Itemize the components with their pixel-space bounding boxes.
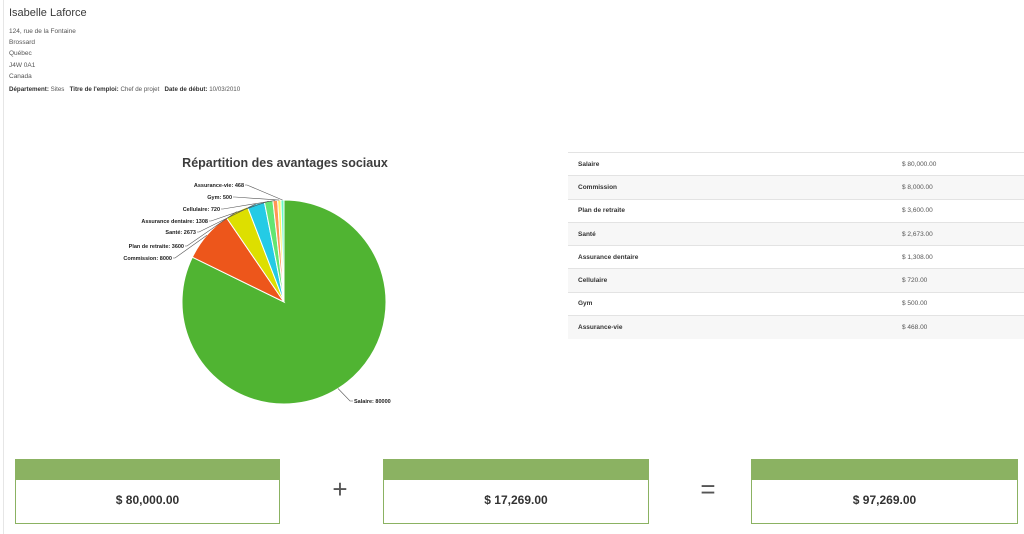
benefits-table: Salaire $ 80,000.00 Commission $ 8,000.00 … (568, 152, 1024, 339)
pie-label-cellulaire: Cellulaire: 720 (183, 207, 220, 213)
row-label: Santé (578, 230, 596, 238)
grand-total-amount: $ 97,269.00 (852, 493, 917, 507)
row-value: $ 500.00 (902, 300, 928, 308)
address-country: Canada (9, 72, 32, 80)
row-label: Assurance dentaire (578, 253, 639, 261)
start-date-value: 10/03/2010 (209, 86, 241, 93)
left-border (3, 0, 4, 534)
start-date-label: Date de début: (164, 86, 208, 93)
pie-connector-cellulaire (221, 200, 276, 210)
pie-connector-sante (197, 203, 256, 233)
grand-total-box-header (752, 460, 1017, 480)
table-row: Plan de retraite $ 3,600.00 (568, 199, 1024, 222)
row-value: $ 468.00 (902, 323, 928, 331)
job-title-label: Titre de l'emploi: (69, 86, 119, 93)
pie-connector-assurance-vie (245, 184, 283, 201)
table-row: Assurance dentaire $ 1,308.00 (568, 245, 1024, 269)
department-label: Département: (9, 86, 49, 93)
row-label: Commission (578, 183, 618, 191)
pie-label-sante: Santé: 2673 (165, 230, 196, 236)
row-label: Plan de retraite (578, 207, 625, 215)
benefits-box-header (384, 460, 648, 480)
pie-connector-salaire (337, 388, 353, 402)
table-row: Gym $ 500.00 (568, 292, 1024, 315)
address-street: 124, rue de la Fontaine (9, 28, 76, 35)
pie-label-plan-de-retraite: Plan de retraite: 3600 (129, 244, 184, 250)
salary-total-box: $ 80,000.00 (15, 459, 280, 524)
salary-box-header (16, 460, 279, 480)
job-title-value: Chef de projet (120, 86, 160, 93)
table-row: Salaire $ 80,000.00 (568, 152, 1024, 176)
pie-label-salaire: Salaire: 80000 (354, 399, 391, 405)
pie-connector-assurance-dentaire (209, 200, 269, 222)
pie-label-gym: Gym: 500 (207, 195, 232, 201)
benefits-total-box: $ 17,269.00 (383, 459, 649, 524)
benefits-amount: $ 17,269.00 (484, 493, 548, 507)
department-value: Sites (50, 86, 65, 93)
employee-name: Isabelle Laforce (9, 7, 87, 19)
address-city: Brossard (9, 39, 36, 47)
row-label: Salaire (578, 160, 600, 168)
row-label: Gym (578, 300, 593, 308)
row-value: $ 2,673.00 (902, 230, 933, 238)
row-label: Cellulaire (578, 277, 608, 285)
row-value: $ 720.00 (902, 277, 928, 285)
table-row: Assurance-vie $ 468.00 (568, 315, 1024, 339)
equals-sign: = (700, 474, 716, 504)
employee-meta: Département: Sites Titre de l'emploi: Ch… (9, 86, 240, 93)
pie-chart: Salaire: 80000 Commission: 8000 Plan de re… (123, 183, 391, 405)
table-row: Santé $ 2,673.00 (568, 222, 1024, 246)
pie-label-assurance-dentaire: Assurance dentaire: 1308 (141, 219, 208, 225)
table-row: Commission $ 8,000.00 (568, 175, 1024, 200)
employee-address: 124, rue de la Fontaine Brossard Québec … (9, 26, 76, 82)
address-postal-code: J4W 0A1 (9, 61, 36, 69)
pie-connector-gym (233, 196, 280, 201)
row-value: $ 3,600.00 (902, 207, 933, 215)
pie-label-commission: Commission: 8000 (123, 256, 172, 262)
pie-connector-plan-de-retraite (185, 211, 237, 247)
pie-connector-commission (173, 234, 208, 259)
chart-title: Répartition des avantages sociaux (182, 156, 388, 170)
grand-total-box: $ 97,269.00 (751, 459, 1018, 524)
table-row: Cellulaire $ 720.00 (568, 268, 1024, 293)
salary-amount: $ 80,000.00 (115, 493, 180, 507)
row-value: $ 8,000.00 (902, 183, 933, 191)
row-label: Assurance-vie (578, 323, 623, 331)
address-province: Québec (9, 50, 32, 58)
row-value: $ 80,000.00 (902, 160, 937, 168)
pie-label-assurance-vie: Assurance-vie: 468 (194, 183, 244, 189)
plus-sign: + (332, 474, 348, 504)
row-value: $ 1,308.00 (902, 253, 933, 261)
